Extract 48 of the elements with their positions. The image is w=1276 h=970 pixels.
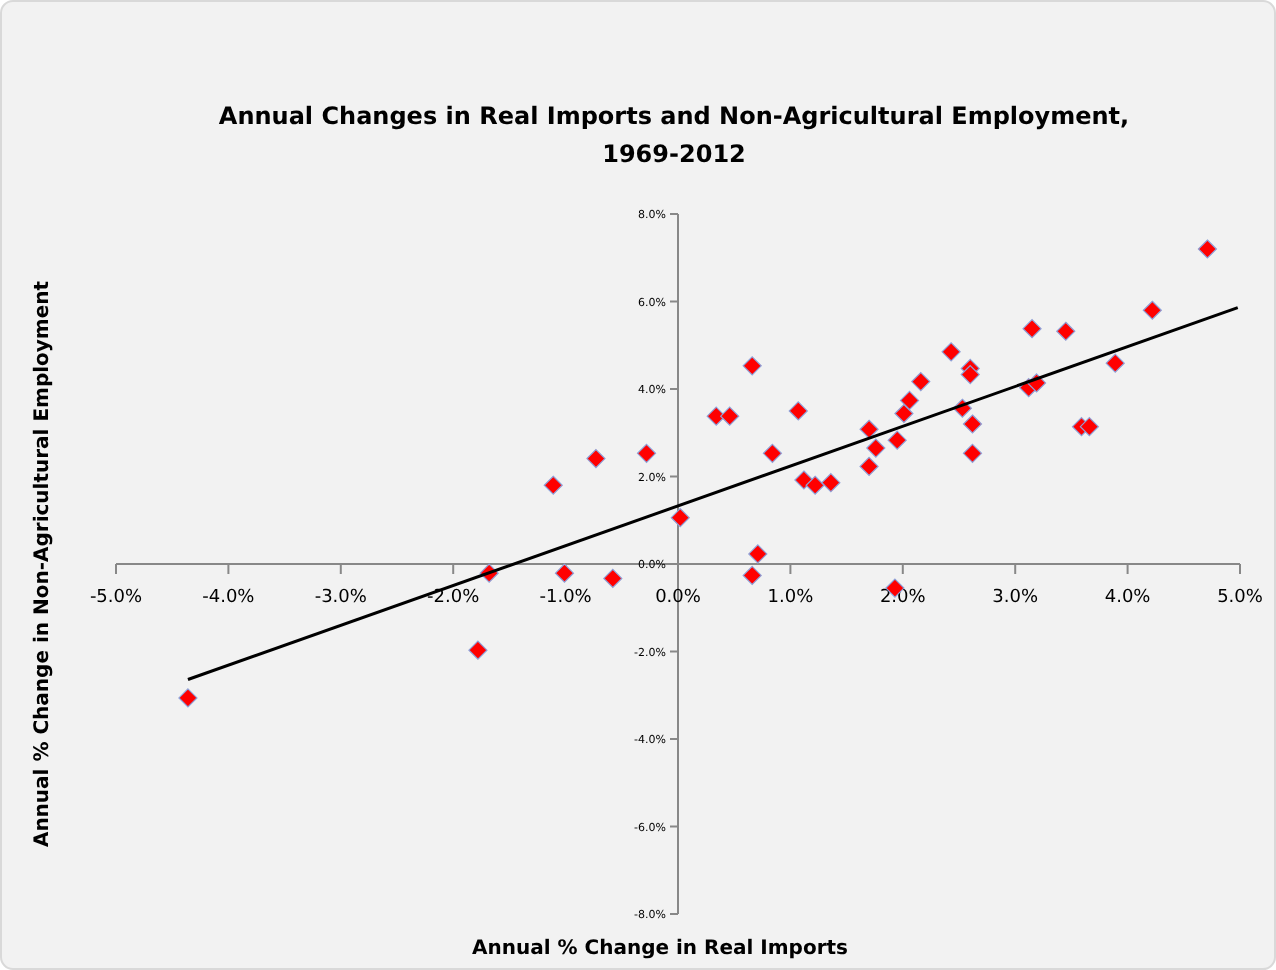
- point: [543, 475, 563, 495]
- point: [762, 443, 783, 463]
- point: [720, 406, 740, 426]
- point: [1079, 417, 1099, 437]
- y-axis-title: Annual % Change in Non-Agricultural Employment: [32, 280, 54, 848]
- chart-title: Annual Changes in Real Imports and Non-Agricultural Employment, 1969-2012: [218, 102, 1130, 168]
- x-tick-label: -5.0%: [89, 588, 143, 608]
- point: [468, 640, 488, 660]
- x-tick-label: 0.0%: [655, 588, 702, 608]
- point: [887, 430, 907, 450]
- x-tick-label: 1.0%: [767, 588, 815, 608]
- point: [1142, 300, 1162, 320]
- x-tick-label: -1.0%: [539, 588, 593, 608]
- x-tick-label: -4.0%: [202, 588, 256, 608]
- point: [962, 443, 983, 463]
- point: [805, 475, 825, 495]
- x-tick-label: 5.0%: [1217, 588, 1264, 608]
- x-axis-title: Annual % Change in Real Imports: [471, 938, 849, 960]
- point: [1105, 353, 1125, 373]
- x-tick-label: 3.0%: [992, 588, 1039, 608]
- point: [788, 401, 808, 421]
- point: [636, 443, 657, 463]
- point: [859, 456, 879, 477]
- x-tick-label: -3.0%: [314, 588, 368, 608]
- point: [748, 544, 768, 564]
- point: [821, 473, 841, 493]
- point: [941, 342, 961, 362]
- point: [794, 470, 814, 490]
- point: [1056, 321, 1076, 341]
- point: [899, 390, 920, 410]
- point: [859, 419, 879, 439]
- x-tick-label: 2.0%: [879, 588, 927, 608]
- point: [866, 438, 886, 458]
- point: [554, 563, 575, 583]
- point: [1022, 319, 1042, 339]
- point: [670, 508, 690, 528]
- point: [603, 568, 623, 589]
- point: [586, 448, 606, 469]
- point: [742, 356, 762, 376]
- point: [742, 565, 762, 585]
- point: [962, 414, 983, 434]
- point: [1197, 239, 1217, 259]
- point: [178, 688, 198, 708]
- point: [911, 371, 931, 392]
- point: [960, 364, 980, 385]
- x-tick-label: 4.0%: [1104, 588, 1152, 608]
- x-tick-label: -2.0%: [427, 588, 481, 608]
- point: [894, 403, 914, 424]
